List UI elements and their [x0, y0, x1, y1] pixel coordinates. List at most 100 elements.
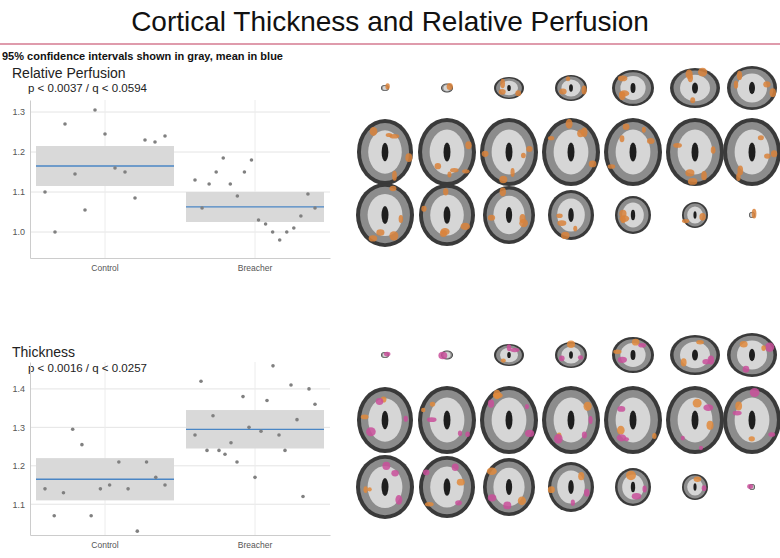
- slice-tissue: [557, 77, 585, 100]
- point: [253, 476, 257, 480]
- slice-tissue: [442, 84, 452, 92]
- brain-slice: [419, 456, 475, 518]
- slice-outline: [682, 202, 708, 228]
- point: [265, 399, 269, 403]
- point: [289, 383, 293, 387]
- point: [277, 433, 281, 437]
- activation-blob: [366, 427, 376, 436]
- slice-tissue: [608, 122, 658, 182]
- activation-blob: [369, 235, 378, 241]
- brain-slice: [555, 340, 587, 368]
- slice-outline: [615, 196, 651, 234]
- slice-tissue: [487, 461, 532, 512]
- point: [292, 226, 296, 230]
- slice-white-matter: [368, 194, 403, 236]
- slice-white-matter: [430, 467, 464, 508]
- activation-blob: [561, 232, 570, 239]
- activation-blob: [391, 470, 398, 476]
- point: [62, 491, 66, 495]
- y-axis-line: [30, 363, 31, 536]
- activation-blob: [736, 173, 740, 181]
- slice-tissue: [727, 122, 777, 182]
- activation-blob: [421, 206, 426, 212]
- slice-tissue: [684, 476, 706, 499]
- activation-blob: [750, 388, 760, 397]
- mean-line: [186, 206, 324, 207]
- activation-blob: [578, 355, 583, 359]
- slice-outline: [483, 186, 535, 244]
- y-tick-label: 1.2: [12, 461, 25, 471]
- activation-blob: [752, 209, 757, 219]
- activation-blob: [447, 83, 453, 90]
- activation-blob: [363, 486, 367, 493]
- point: [63, 122, 67, 126]
- chart: Relative Perfusionp < 0.0037 / q < 0.059…: [12, 65, 331, 273]
- point: [243, 170, 247, 174]
- marks: [36, 364, 324, 533]
- slice-outline: [612, 337, 654, 373]
- point: [43, 487, 47, 491]
- slice-ventricle: [693, 211, 696, 218]
- point: [143, 138, 147, 142]
- activation-blob: [693, 399, 702, 408]
- slice-ventricle: [568, 480, 574, 494]
- activation-blob: [450, 168, 458, 173]
- point: [313, 206, 317, 210]
- activation-blob: [771, 150, 777, 157]
- slice-tissue: [487, 189, 532, 240]
- activation-blob: [559, 355, 565, 361]
- point: [229, 441, 233, 445]
- activation-blob: [423, 470, 429, 476]
- activation-blob: [386, 133, 393, 137]
- activation-blob: [425, 502, 434, 506]
- slice-ventricle: [382, 143, 389, 161]
- slice-tissue: [731, 69, 774, 108]
- slice-ventricle: [568, 410, 575, 429]
- brain-montage: [356, 333, 780, 519]
- slice-outline: [357, 387, 413, 453]
- activation-blob: [764, 153, 771, 158]
- activation-blob: [548, 136, 554, 140]
- chart-title: Thickness: [12, 344, 75, 360]
- point: [271, 230, 275, 234]
- activation-blob: [761, 345, 766, 351]
- brain-slice: [615, 196, 651, 234]
- brain-slice: [666, 386, 724, 454]
- x-tick: Breacher: [238, 258, 273, 273]
- activation-blob: [707, 421, 714, 430]
- x-axis-line: [31, 258, 331, 259]
- brain-slice: [555, 75, 587, 101]
- slice-outline: [418, 386, 476, 454]
- slice-white-matter: [430, 130, 465, 175]
- activation-blob: [582, 431, 587, 438]
- y-axis-line: [30, 101, 31, 259]
- slice-tissue: [423, 460, 471, 515]
- activation-blob: [682, 219, 689, 223]
- activation-blob: [510, 348, 519, 352]
- slice-tissue: [551, 193, 591, 237]
- x-tick-label: Breacher: [238, 540, 273, 550]
- ci-band: [186, 410, 324, 448]
- activation-blob: [487, 467, 497, 475]
- activation-blob: [734, 80, 738, 88]
- slide-title: Cortical Thickness and Relative Perfusio…: [131, 6, 649, 37]
- brain-slice: [670, 335, 720, 375]
- slice-tissue: [615, 72, 651, 104]
- activation-blob: [376, 229, 384, 236]
- brain-slice: [604, 386, 662, 454]
- brain-slice: [494, 77, 524, 99]
- slice-white-matter: [557, 199, 585, 232]
- activation-blob: [699, 213, 705, 221]
- brain-slice: [604, 118, 662, 186]
- point: [193, 178, 197, 182]
- ci-band: [186, 192, 324, 222]
- slice-ventricle: [507, 352, 511, 358]
- activation-blob: [465, 141, 471, 149]
- activation-blob: [620, 135, 625, 142]
- slice-outline: [480, 118, 538, 186]
- y-tick: 1.2: [12, 147, 30, 157]
- slice-white-matter: [492, 398, 527, 443]
- activation-blob: [608, 164, 616, 169]
- activation-blob: [500, 79, 505, 89]
- slice-ventricle: [506, 479, 512, 495]
